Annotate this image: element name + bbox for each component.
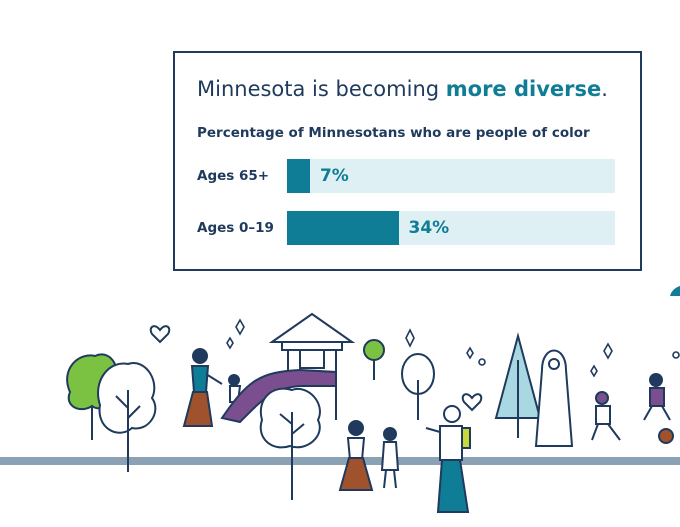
sparkle-icon (235, 318, 245, 336)
sparkle-icon (405, 328, 415, 348)
person-icon (380, 427, 400, 489)
chart-title: Percentage of Minnesotans who are people… (197, 125, 590, 141)
bar (287, 211, 399, 245)
person-icon (643, 373, 671, 421)
bar (287, 159, 310, 193)
bar-value-label: 34% (408, 218, 450, 238)
headline-end: . (601, 77, 608, 101)
chart-card: Minnesota is becoming more diverse. Perc… (173, 51, 642, 271)
balloon-icon (670, 286, 680, 296)
person-icon (182, 348, 223, 427)
sparkle-icon (672, 351, 680, 359)
bar-label: Ages 0–19 (197, 220, 274, 236)
park-illustration (0, 286, 680, 513)
page-title: Minnesota is becoming more diverse. (197, 77, 608, 101)
tree-icon (363, 339, 385, 380)
bar-track: 7% (287, 159, 615, 193)
sparkle-icon (603, 342, 613, 360)
person-icon (338, 420, 374, 491)
bar-label: Ages 65+ (197, 168, 270, 184)
sparkle-icon (226, 336, 234, 350)
slide-icon (220, 312, 356, 424)
bar-value-label: 7% (319, 166, 349, 186)
ground-line (0, 457, 680, 465)
bar-track: 34% (287, 211, 615, 245)
person-icon (425, 405, 471, 513)
headline-text: Minnesota is becoming (197, 77, 446, 101)
person-icon (534, 349, 574, 447)
pine-tree-icon (494, 332, 542, 438)
sparkle-icon (478, 358, 486, 366)
tree-icon (401, 353, 435, 420)
person-icon (591, 391, 621, 441)
tree-icon (97, 362, 157, 472)
tree-icon (259, 387, 321, 500)
sparkle-icon (590, 364, 598, 378)
sparkle-icon (466, 346, 474, 360)
heart-icon (461, 393, 483, 412)
heart-icon (149, 325, 171, 344)
headline-highlight: more diverse (445, 77, 602, 101)
ball-icon (658, 428, 674, 444)
